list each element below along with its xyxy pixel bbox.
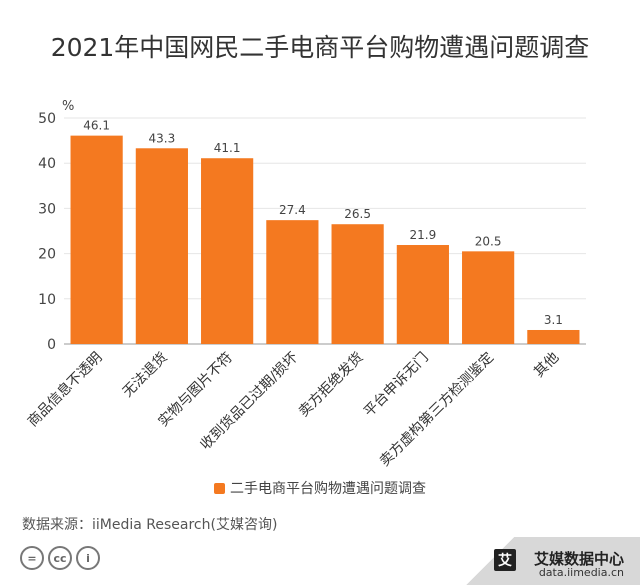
legend-label: 二手电商平台购物遭遇问题调查 — [230, 481, 426, 497]
y-axis-label: % — [62, 99, 74, 114]
y-tick-label: 30 — [38, 201, 56, 217]
chart-title: 2021年中国网民二手电商平台购物遭遇问题调查 — [50, 33, 590, 62]
x-tick-label: 平台申诉无门 — [361, 350, 432, 421]
brand-name: 艾媒数据中心 — [533, 550, 624, 568]
bar — [135, 148, 188, 344]
cc-nd-icon: = — [20, 546, 44, 570]
x-tick-label: 无法退货 — [119, 349, 171, 401]
cc-by-icon: i — [76, 546, 100, 570]
bar — [527, 329, 580, 344]
y-tick-label: 40 — [38, 156, 56, 172]
x-tick-label: 卖方拒绝发货 — [295, 349, 366, 420]
y-tick-label: 20 — [38, 247, 56, 263]
bar-chart: 0 10 20 30 40 50 % 46.1 43.3 41.1 27.4 26.5 21.9 20… — [24, 99, 586, 470]
x-tick-label: 商品信息不透明 — [24, 349, 105, 430]
data-label: 46.1 — [83, 119, 110, 133]
data-label: 3.1 — [544, 313, 563, 327]
cc-icon: cc — [48, 546, 72, 570]
bar — [266, 220, 319, 344]
cc-license-icons: = cc i — [20, 546, 100, 574]
legend: 二手电商平台购物遭遇问题调查 — [0, 478, 640, 498]
data-source: 数据来源：iiMedia Research(艾媒咨询) — [22, 517, 278, 533]
bar — [396, 245, 449, 344]
y-tick-label: 50 — [38, 111, 56, 127]
brand-site: data.iimedia.cn — [538, 566, 624, 579]
x-tick-label: 其他 — [531, 350, 562, 381]
bar — [331, 224, 384, 344]
data-label: 21.9 — [410, 228, 437, 242]
brand-band — [440, 537, 640, 585]
data-label: 43.3 — [149, 131, 176, 145]
brand-logo-icon: 艾 — [494, 549, 516, 571]
data-label: 20.5 — [475, 234, 502, 248]
bar — [70, 135, 123, 344]
y-tick-label: 10 — [38, 292, 56, 308]
bar — [201, 158, 254, 344]
x-axis: 商品信息不透明 无法退货实物与图片不符收到货品已过期/损坏卖方拒绝发货平台申诉无门… — [24, 349, 562, 470]
data-label: 26.5 — [344, 207, 371, 221]
y-tick-label: 0 — [47, 337, 56, 353]
x-tick-label: 卖方虚构第三方检测鉴定 — [376, 349, 497, 470]
legend-swatch — [214, 483, 225, 494]
data-label: 27.4 — [279, 203, 306, 217]
bar — [462, 251, 515, 344]
bars: 46.1 43.3 41.1 27.4 26.5 21.9 20.5 3.1 — [70, 119, 580, 344]
data-label: 41.1 — [214, 141, 241, 155]
